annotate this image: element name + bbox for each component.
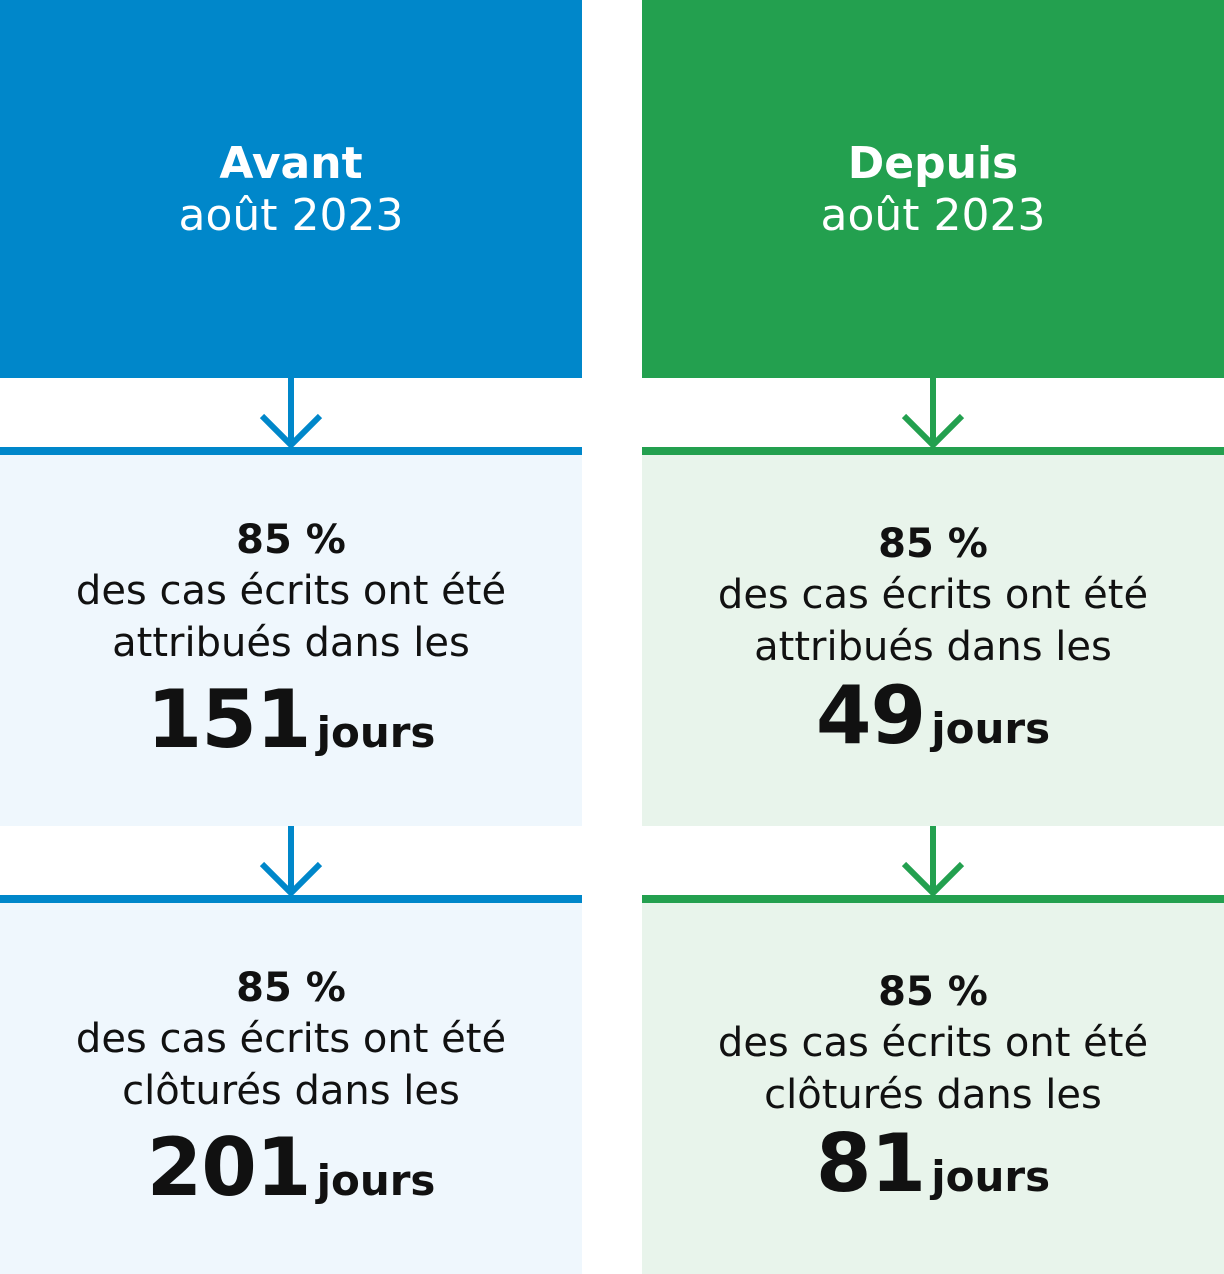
card-text-line-2: clôturés dans les <box>122 1068 460 1114</box>
after-divider-1 <box>642 447 1224 455</box>
card-value-row: 49 jours <box>642 671 1224 783</box>
before-column: Avant août 2023 85 % des cas écrits ont … <box>0 0 582 1274</box>
before-divider-1 <box>0 447 582 455</box>
after-assigned-card: 85 % des cas écrits ont été attribués da… <box>642 455 1224 826</box>
before-closed-card: 85 % des cas écrits ont été clôturés dan… <box>0 903 582 1274</box>
card-percent: 85 % <box>878 521 988 567</box>
before-assigned-card: 85 % des cas écrits ont été attribués da… <box>0 455 582 826</box>
after-header-subtitle: août 2023 <box>820 190 1046 241</box>
card-days-unit: jours <box>931 704 1051 753</box>
after-closed-card: 85 % des cas écrits ont été clôturés dan… <box>642 903 1224 1274</box>
card-text-line-2: clôturés dans les <box>764 1072 1102 1118</box>
card-percent: 85 % <box>236 517 346 563</box>
arrow-down-icon <box>259 826 323 898</box>
after-column: Depuis août 2023 85 % des cas écrits ont… <box>642 0 1224 1274</box>
card-value-row: 81 jours <box>642 1119 1224 1231</box>
after-divider-2 <box>642 895 1224 903</box>
after-header-title: Depuis <box>847 138 1019 189</box>
card-value-row: 151 jours <box>0 675 582 787</box>
card-days-unit: jours <box>931 1152 1051 1201</box>
card-percent: 85 % <box>878 969 988 1015</box>
arrow-down-icon <box>259 378 323 450</box>
card-text-line-2: attribués dans les <box>754 624 1112 670</box>
before-header: Avant août 2023 <box>0 0 582 378</box>
card-text-line-2: attribués dans les <box>112 620 470 666</box>
card-text-line-1: des cas écrits ont été <box>75 568 507 614</box>
card-text-line-1: des cas écrits ont été <box>717 1020 1149 1066</box>
card-percent: 85 % <box>236 965 346 1011</box>
before-divider-2 <box>0 895 582 903</box>
after-header: Depuis août 2023 <box>642 0 1224 378</box>
arrow-down-icon <box>901 826 965 898</box>
arrow-down-icon <box>901 378 965 450</box>
card-text-line-1: des cas écrits ont été <box>717 572 1149 618</box>
card-days-value: 49 <box>815 669 926 762</box>
before-header-title: Avant <box>219 138 363 189</box>
card-text-line-1: des cas écrits ont été <box>75 1016 507 1062</box>
card-days-unit: jours <box>316 1156 436 1205</box>
card-days-value: 151 <box>146 673 312 766</box>
card-days-unit: jours <box>316 708 436 757</box>
before-header-subtitle: août 2023 <box>178 190 404 241</box>
card-value-row: 201 jours <box>0 1123 582 1235</box>
card-days-value: 201 <box>146 1121 312 1214</box>
card-days-value: 81 <box>815 1117 926 1210</box>
